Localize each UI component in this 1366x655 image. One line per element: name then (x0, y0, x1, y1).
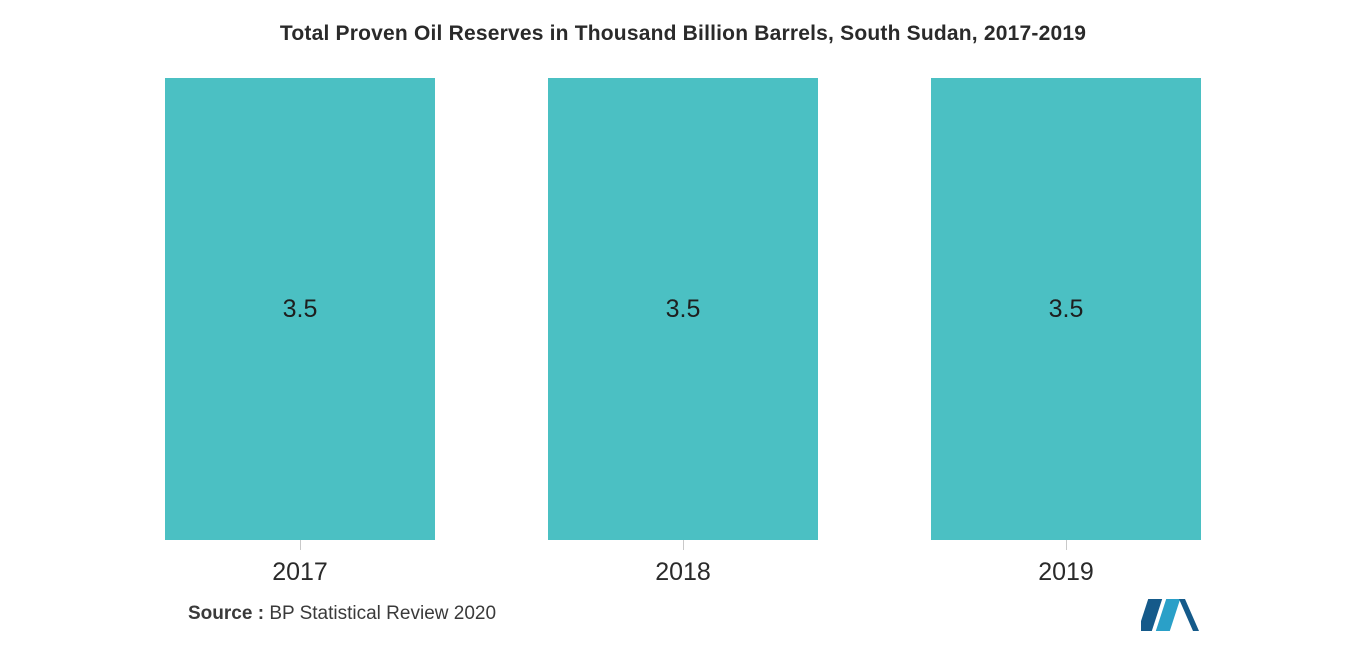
bar-group: 3.5 (548, 78, 818, 540)
plot-area: 3.5 3.5 3.5 (165, 78, 1201, 540)
x-axis-label: 2018 (655, 558, 711, 587)
chart-title: Total Proven Oil Reserves in Thousand Bi… (0, 0, 1366, 46)
bar-group: 3.5 (931, 78, 1201, 540)
bar-value-label: 3.5 (283, 295, 318, 324)
x-tick-group: 2017 (165, 540, 435, 600)
x-tick-group: 2019 (931, 540, 1201, 600)
bar-group: 3.5 (165, 78, 435, 540)
brand-logo-icon (1141, 595, 1201, 633)
x-axis-label: 2017 (272, 558, 328, 587)
bar-value-label: 3.5 (666, 295, 701, 324)
x-axis: 2017 2018 2019 (165, 540, 1201, 600)
source-label: Source : (188, 603, 269, 624)
source-text: BP Statistical Review 2020 (269, 603, 496, 624)
x-tick-group: 2018 (548, 540, 818, 600)
tick-mark (300, 540, 301, 550)
bar-2019: 3.5 (931, 78, 1201, 540)
x-axis-label: 2019 (1038, 558, 1094, 587)
bar-2017: 3.5 (165, 78, 435, 540)
tick-mark (683, 540, 684, 550)
bar-value-label: 3.5 (1049, 295, 1084, 324)
source-citation: Source : BP Statistical Review 2020 (188, 603, 496, 625)
bar-2018: 3.5 (548, 78, 818, 540)
tick-mark (1066, 540, 1067, 550)
